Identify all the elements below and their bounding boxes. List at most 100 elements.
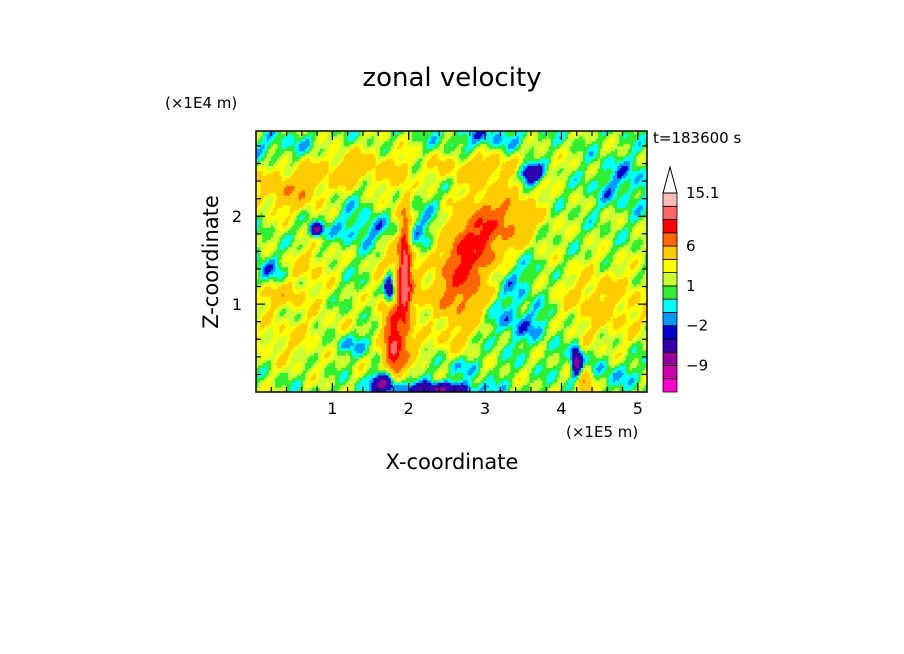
- heatmap-cell: [379, 387, 383, 391]
- heatmap-cell: [296, 389, 300, 392]
- heatmap-cell: [335, 384, 338, 388]
- heatmap-cell: [463, 382, 466, 386]
- heatmap-cell: [454, 374, 458, 378]
- heatmap-cell: [617, 379, 620, 383]
- heatmap-cell: [441, 377, 445, 381]
- heatmap-cell: [482, 389, 486, 392]
- heatmap-cell: [409, 387, 413, 391]
- heatmap-cell: [488, 387, 492, 391]
- heatmap-cell: [347, 389, 351, 392]
- heatmap-cell: [574, 387, 578, 391]
- heatmap-cell: [548, 372, 552, 376]
- heatmap-cell: [279, 369, 283, 373]
- heatmap-cell: [514, 379, 518, 383]
- heatmap-cell: [627, 377, 631, 381]
- heatmap-cell: [350, 374, 353, 378]
- heatmap-cell: [525, 372, 528, 376]
- heatmap-cell: [610, 374, 614, 378]
- heatmap-cell: [623, 377, 627, 381]
- heatmap-cell: [448, 372, 452, 376]
- heatmap-cell: [320, 384, 323, 388]
- heatmap-cell: [550, 384, 554, 388]
- heatmap-cell: [644, 389, 647, 392]
- heatmap-cell: [514, 377, 518, 381]
- heatmap-cell: [324, 374, 328, 378]
- heatmap-cell: [266, 374, 270, 378]
- heatmap-cell: [279, 377, 283, 381]
- heatmap-cell: [433, 384, 437, 388]
- heatmap-cell: [326, 369, 330, 373]
- heatmap-cell: [371, 387, 375, 391]
- heatmap-cell: [367, 382, 370, 386]
- heatmap-cell: [505, 372, 509, 376]
- heatmap-cell: [320, 369, 323, 373]
- heatmap-cell: [469, 374, 473, 378]
- heatmap-cell: [501, 382, 505, 386]
- heatmap-cell: [520, 384, 524, 388]
- heatmap-cell: [335, 372, 338, 376]
- heatmap-cell: [409, 372, 413, 376]
- heatmap-cell: [418, 374, 422, 378]
- heatmap-cell: [411, 372, 415, 376]
- heatmap-cell: [444, 389, 447, 392]
- heatmap-cell: [262, 372, 266, 376]
- heatmap-cell: [482, 372, 486, 376]
- heatmap-cell: [277, 389, 281, 392]
- heatmap-cell: [320, 377, 323, 381]
- heatmap-cell: [356, 372, 360, 376]
- heatmap-cell: [520, 377, 524, 381]
- heatmap-cell: [277, 379, 281, 383]
- heatmap-cell: [587, 377, 590, 381]
- heatmap-cell: [424, 387, 428, 391]
- heatmap-cell: [317, 384, 321, 388]
- heatmap-cell: [619, 372, 622, 376]
- heatmap-cell: [446, 389, 449, 392]
- heatmap-cell: [627, 384, 631, 388]
- heatmap-cell: [317, 382, 321, 386]
- heatmap-cell: [350, 387, 353, 391]
- heatmap-cell: [262, 387, 266, 391]
- heatmap-cell: [377, 377, 381, 381]
- heatmap-cell: [604, 379, 608, 383]
- heatmap-cell: [619, 384, 622, 388]
- heatmap-cell: [307, 387, 311, 391]
- heatmap-cell: [595, 379, 599, 383]
- heatmap-cell: [567, 379, 571, 383]
- heatmap-cell: [275, 384, 278, 388]
- heatmap-cell: [258, 382, 261, 386]
- heatmap-cell: [292, 384, 296, 388]
- heatmap-cell: [298, 372, 302, 376]
- heatmap-cell: [565, 372, 569, 376]
- heatmap-cell: [501, 379, 505, 383]
- heatmap-cell: [317, 369, 321, 373]
- heatmap-cell: [369, 387, 372, 391]
- heatmap-cell: [540, 379, 543, 383]
- heatmap-cell: [482, 374, 486, 378]
- heatmap-cell: [640, 387, 644, 391]
- heatmap-cell: [548, 382, 552, 386]
- heatmap-cell: [364, 377, 368, 381]
- heatmap-cell: [533, 384, 537, 388]
- heatmap-cell: [612, 377, 616, 381]
- heatmap-cell: [288, 372, 291, 376]
- heatmap-cell: [587, 389, 590, 392]
- heatmap-cell: [480, 377, 484, 381]
- heatmap-cell: [441, 387, 445, 391]
- heatmap-cell: [602, 372, 605, 376]
- heatmap-cell: [561, 389, 565, 392]
- heatmap-cell: [313, 384, 317, 388]
- heatmap-cell: [576, 379, 580, 383]
- heatmap-cell: [364, 384, 368, 388]
- heatmap-cell: [281, 377, 285, 381]
- heatmap-cell: [614, 387, 618, 391]
- heatmap-cell: [574, 377, 578, 381]
- heatmap-cell: [458, 389, 462, 392]
- heatmap-cell: [597, 387, 601, 391]
- heatmap-cell: [610, 377, 614, 381]
- heatmap-cell: [330, 377, 334, 381]
- heatmap-cell: [546, 382, 550, 386]
- heatmap-cell: [364, 379, 368, 383]
- heatmap-cell: [270, 374, 274, 378]
- heatmap-cell: [345, 382, 349, 386]
- heatmap-cell: [555, 377, 558, 381]
